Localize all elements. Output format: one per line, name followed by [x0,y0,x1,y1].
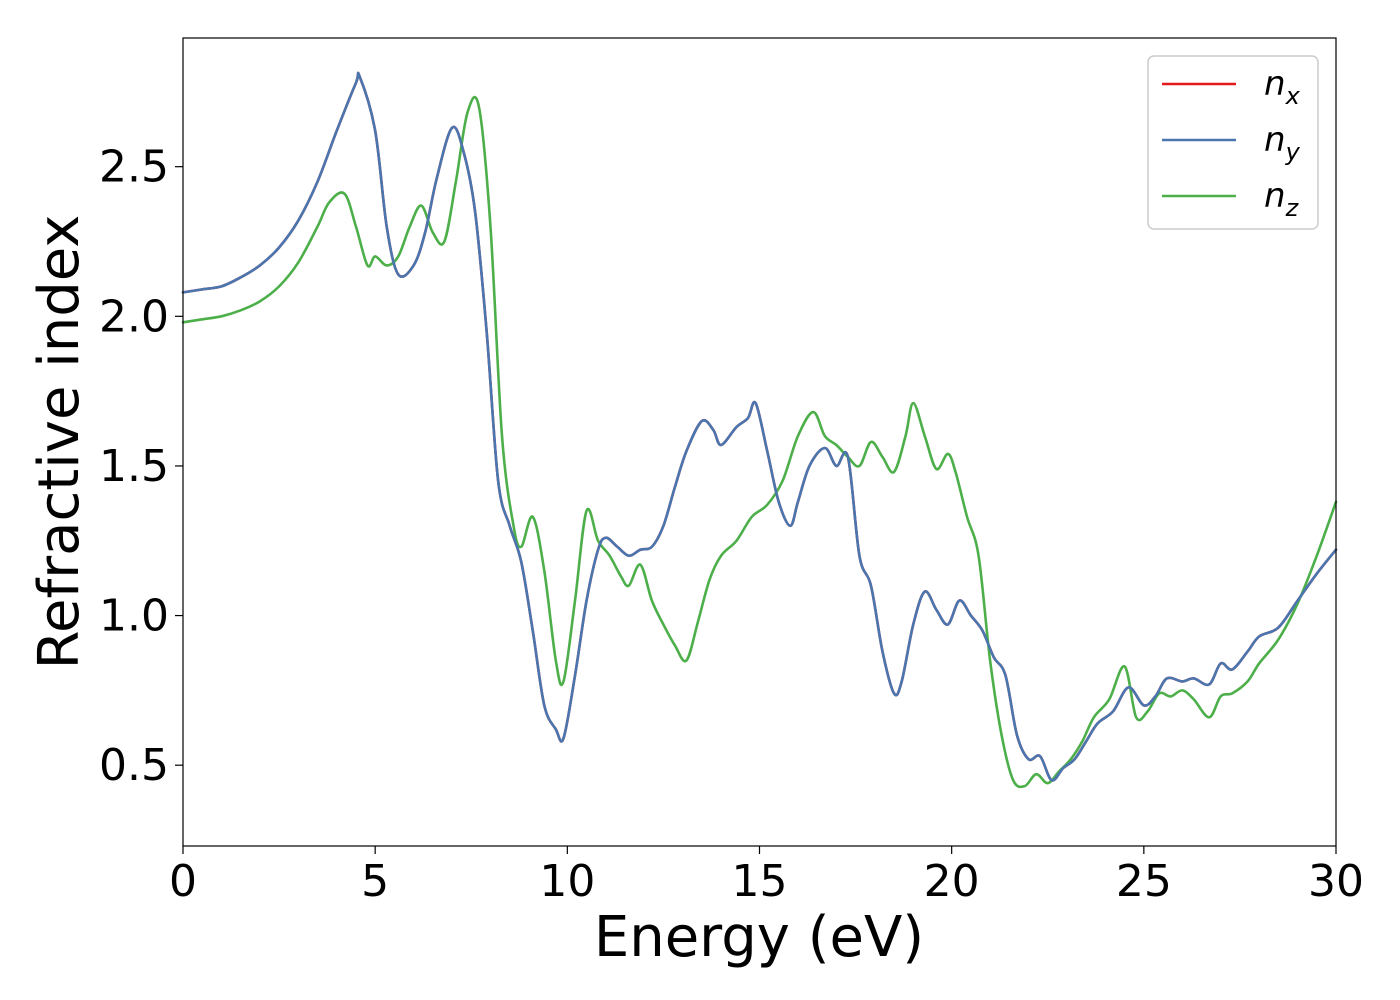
y-axis-ticks: 0.5 1.0 1.5 2.0 2.5 [99,142,183,791]
x-tick-label: 0 [169,856,197,907]
y-axis-title: Refractive index [27,215,92,670]
x-tick-label: 15 [732,856,788,907]
y-tick-label: 1.5 [99,441,169,492]
legend-label-nz: nz [1264,176,1300,222]
legend-box [1147,55,1319,230]
x-tick-label: 5 [361,856,389,907]
y-tick-label: 2.5 [99,142,169,193]
x-tick-label: 10 [539,856,595,907]
y-tick-label: 0.5 [99,740,169,791]
y-tick-label: 2.0 [99,291,169,342]
series-layer [181,71,1338,789]
series-line-nz [181,95,1338,789]
y-tick-label: 1.0 [99,591,169,642]
x-axis-title: Energy (eV) [594,905,924,970]
legend-label-ny: ny [1264,120,1301,166]
x-tick-label: 25 [1116,856,1172,907]
x-axis-ticks: 0 5 10 15 20 25 30 [169,846,1364,907]
x-tick-label: 20 [924,856,980,907]
x-tick-label: 30 [1308,856,1364,907]
legend: nx ny nz [1147,55,1319,230]
legend-label-nx: nx [1264,64,1301,110]
series-line-ny [181,71,1338,782]
